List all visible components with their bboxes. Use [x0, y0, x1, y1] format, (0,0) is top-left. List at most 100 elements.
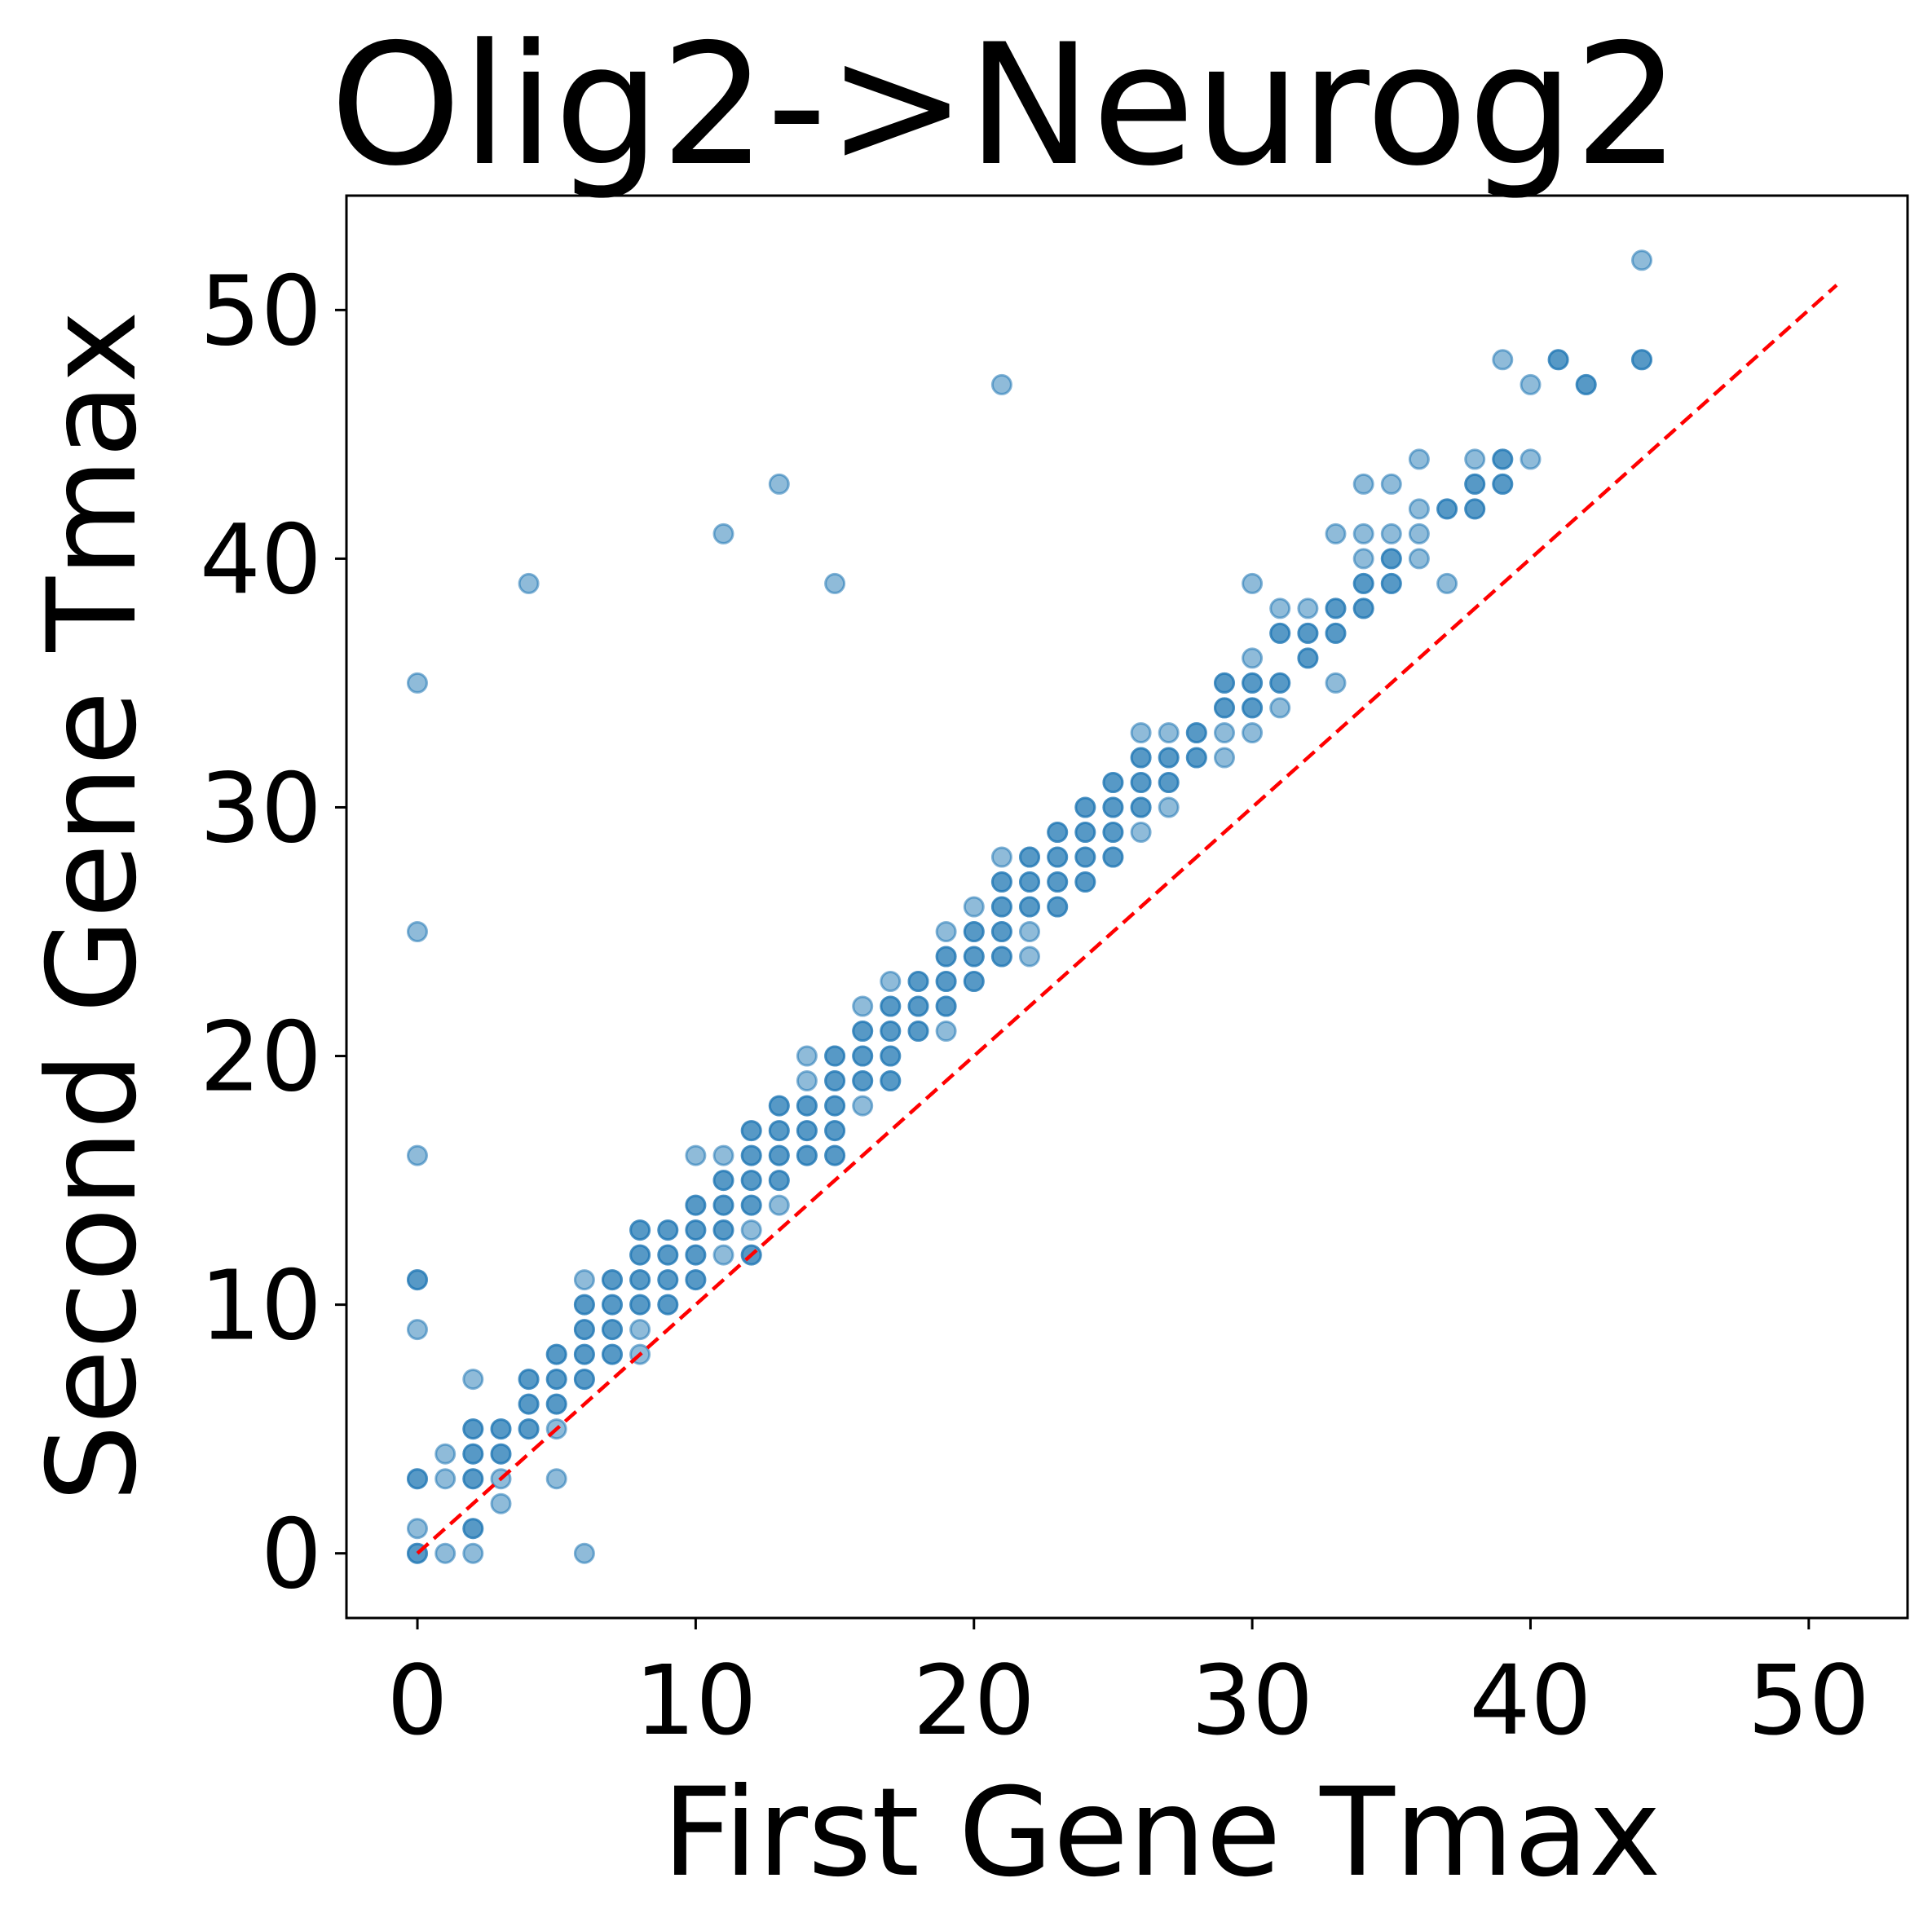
data-point: [462, 1418, 484, 1440]
data-point: [712, 522, 734, 544]
data-point: [1047, 896, 1069, 918]
data-point: [1380, 548, 1402, 570]
data-point: [434, 1468, 457, 1490]
data-point: [1520, 448, 1542, 470]
data-point: [1130, 822, 1152, 843]
data-point: [1130, 796, 1152, 818]
data-point: [907, 1021, 929, 1042]
data-point: [963, 921, 985, 942]
data-point: [1185, 747, 1207, 769]
data-point: [629, 1294, 651, 1316]
data-point: [990, 846, 1012, 868]
data-point: [1242, 722, 1264, 743]
data-point: [1408, 548, 1430, 570]
data-point: [712, 1144, 734, 1166]
data-point: [629, 1219, 651, 1241]
data-point: [963, 971, 985, 992]
data-point: [685, 1144, 707, 1166]
x-tick-label: 50: [1748, 1644, 1870, 1757]
data-point: [852, 1045, 874, 1067]
data-point: [1158, 747, 1180, 769]
data-point: [990, 373, 1012, 395]
data-point: [1185, 722, 1207, 743]
y-tick-label: 50: [200, 254, 322, 367]
data-point: [1436, 572, 1458, 594]
data-point: [1130, 772, 1152, 793]
plot-area: [345, 194, 1909, 1620]
data-point: [740, 1194, 762, 1216]
data-point: [1464, 498, 1486, 520]
data-point: [657, 1219, 679, 1241]
data-point: [407, 921, 428, 942]
data-point: [768, 1194, 790, 1216]
data-point: [963, 896, 985, 918]
data-point: [462, 1518, 484, 1540]
data-point: [1130, 747, 1152, 769]
data-point: [1436, 498, 1458, 520]
data-point: [1352, 572, 1374, 594]
data-point: [1074, 822, 1096, 843]
data-point: [657, 1294, 679, 1316]
data-point: [1492, 349, 1514, 371]
data-point: [1380, 473, 1402, 495]
data-point: [1047, 846, 1069, 868]
data-point: [880, 1021, 902, 1042]
y-axis: 0 10 20 30 40 50: [200, 254, 346, 1611]
data-point: [1325, 672, 1347, 694]
data-point: [1464, 473, 1486, 495]
scatter-points: [407, 249, 1652, 1564]
data-point: [602, 1269, 623, 1291]
data-point: [602, 1294, 623, 1316]
data-point: [824, 1095, 846, 1117]
data-point: [518, 1393, 540, 1415]
data-point: [462, 1468, 484, 1490]
data-point: [685, 1269, 707, 1291]
data-point: [518, 1369, 540, 1391]
data-point: [990, 921, 1012, 942]
data-point: [768, 1120, 790, 1142]
data-point: [880, 971, 902, 992]
data-point: [545, 1369, 567, 1391]
x-tick-label: 10: [634, 1644, 756, 1757]
y-axis-label: Second Gene Tmax: [22, 311, 164, 1502]
data-point: [1130, 722, 1152, 743]
data-point: [685, 1194, 707, 1216]
data-point: [768, 1095, 790, 1117]
data-point: [1380, 522, 1402, 544]
data-point: [407, 1144, 428, 1166]
data-point: [1102, 772, 1124, 793]
data-point: [573, 1369, 595, 1391]
data-point: [434, 1443, 457, 1465]
data-point: [1297, 622, 1319, 644]
data-point: [935, 921, 957, 942]
data-point: [1325, 622, 1347, 644]
data-point: [1297, 597, 1319, 619]
data-point: [796, 1045, 818, 1067]
data-point: [462, 1542, 484, 1564]
data-point: [1074, 846, 1096, 868]
data-point: [1242, 572, 1264, 594]
data-point: [657, 1244, 679, 1266]
x-tick-label: 20: [913, 1644, 1035, 1757]
data-point: [712, 1170, 734, 1192]
data-point: [1214, 722, 1235, 743]
y-tick-label: 10: [200, 1250, 322, 1362]
data-point: [852, 1070, 874, 1091]
data-point: [518, 572, 540, 594]
data-point: [1325, 597, 1347, 619]
data-point: [824, 1045, 846, 1067]
data-point: [824, 572, 846, 594]
data-point: [407, 1269, 428, 1291]
data-point: [1408, 522, 1430, 544]
data-point: [490, 1443, 512, 1465]
data-point: [935, 1021, 957, 1042]
data-point: [629, 1269, 651, 1291]
data-point: [990, 896, 1012, 918]
data-point: [1102, 822, 1124, 843]
data-point: [990, 946, 1012, 968]
data-point: [1214, 672, 1235, 694]
data-point: [712, 1194, 734, 1216]
chart-title: Olig2->Neurog2: [330, 9, 1681, 203]
x-tick-label: 40: [1469, 1644, 1591, 1757]
data-point: [1408, 498, 1430, 520]
